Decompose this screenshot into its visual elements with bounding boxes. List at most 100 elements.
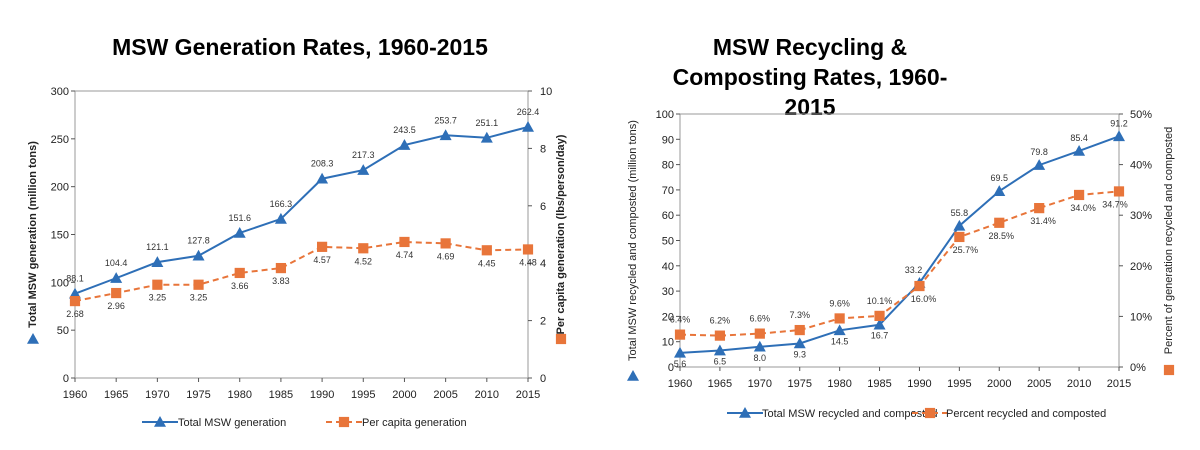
point-1-0-11 — [1113, 130, 1125, 142]
data-label-1-1-8: 28.5% — [989, 231, 1015, 241]
data-label-1-1-5: 10.1% — [867, 296, 893, 306]
legend-marker-1-0 — [739, 407, 751, 418]
data-label-0-0-3: 127.8 — [187, 236, 210, 246]
left-tick-label-0-1: 50 — [57, 325, 69, 337]
data-label-0-0-8: 243.5 — [393, 125, 416, 135]
x-tick-label-0-2: 1970 — [145, 389, 169, 401]
x-tick-label-1-2: 1970 — [748, 378, 772, 390]
point-0-0-1 — [110, 272, 123, 283]
point-0-1-0 — [69, 295, 81, 307]
x-tick-label-1-8: 2000 — [987, 378, 1011, 390]
x-tick-label-1-1: 1965 — [708, 378, 732, 390]
data-label-0-0-10: 251.1 — [476, 118, 499, 128]
point-0-1-5 — [275, 262, 287, 274]
point-1-0-10 — [1073, 144, 1086, 156]
right-tick-label-1-4: 40% — [1130, 160, 1152, 172]
left-tick-label-1-7: 70 — [662, 185, 674, 197]
point-0-0-7 — [357, 164, 370, 175]
point-1-0-4 — [833, 324, 846, 336]
data-label-1-1-2: 6.6% — [750, 314, 771, 324]
data-label-1-0-8: 69.5 — [991, 173, 1009, 183]
data-label-1-1-9: 31.4% — [1030, 216, 1056, 226]
left-axis-marker-icon-0 — [27, 333, 39, 344]
point-1-0-3 — [793, 337, 806, 349]
right-axis-title-1: Percent of generation recycled and compo… — [1163, 127, 1175, 354]
left-tick-label-1-4: 40 — [662, 261, 674, 273]
point-0-1-4 — [234, 267, 245, 279]
x-tick-label-0-11: 2015 — [516, 389, 540, 401]
point-1-0-9 — [1033, 159, 1046, 170]
plot-frame-1 — [679, 113, 1120, 368]
point-0-0-6 — [316, 172, 329, 184]
x-tick-label-1-5: 1985 — [867, 378, 891, 390]
right-tick-label-1-2: 20% — [1130, 261, 1152, 273]
point-0-0-0 — [69, 287, 81, 299]
right-tick-label-1-0: 0% — [1130, 362, 1146, 374]
left-axis-title-0: Total MSW generation (million tons) — [27, 141, 39, 328]
x-tick-label-0-3: 1975 — [186, 389, 210, 401]
x-tick-label-0-8: 2000 — [392, 389, 416, 401]
point-1-1-11 — [1113, 186, 1125, 197]
right-tick-label-0-4: 8 — [540, 143, 546, 155]
left-tick-label-1-5: 50 — [662, 236, 674, 248]
data-label-1-0-5: 16.7 — [871, 331, 889, 341]
x-tick-label-1-10: 2010 — [1067, 378, 1091, 390]
x-tick-label-1-6: 1990 — [907, 378, 931, 390]
point-1-1-10 — [1073, 189, 1085, 201]
legend-label-0-1: Per capita generation — [362, 417, 467, 429]
left-tick-label-1-3: 30 — [662, 286, 674, 298]
point-1-1-7 — [954, 231, 965, 243]
right-tick-label-1-1: 10% — [1130, 311, 1152, 323]
point-0-1-10 — [481, 245, 492, 256]
point-0-1-6 — [316, 241, 328, 252]
point-0-0-5 — [274, 212, 287, 224]
x-tick-label-1-7: 1995 — [947, 378, 971, 390]
data-label-1-0-9: 79.8 — [1030, 147, 1048, 157]
left-tick-label-0-5: 250 — [51, 134, 69, 146]
x-tick-label-0-7: 1995 — [351, 389, 375, 401]
point-1-1-0 — [674, 329, 686, 340]
data-label-1-1-0: 6.4% — [670, 315, 691, 325]
data-label-1-0-6: 33.2 — [905, 265, 923, 275]
point-1-1-3 — [794, 324, 805, 336]
plot-frame-0 — [74, 90, 529, 379]
data-label-1-1-1: 6.2% — [710, 316, 731, 326]
point-1-0-5 — [873, 318, 886, 330]
legend-label-1-1: Percent recycled and composted — [946, 408, 1106, 420]
point-0-1-8 — [399, 236, 410, 248]
x-tick-label-0-1: 1965 — [104, 389, 128, 401]
x-tick-label-0-9: 2005 — [433, 389, 457, 401]
left-tick-label-1-0: 0 — [668, 362, 674, 374]
point-0-0-10 — [480, 131, 493, 143]
right-tick-label-1-5: 50% — [1130, 109, 1152, 121]
point-1-1-2 — [754, 328, 765, 339]
point-0-0-3 — [192, 249, 205, 261]
data-label-1-0-3: 9.3 — [793, 349, 806, 359]
point-1-0-8 — [993, 185, 1006, 196]
left-tick-label-1-9: 90 — [662, 134, 674, 146]
point-1-1-9 — [1034, 203, 1045, 214]
data-label-0-1-4: 3.66 — [231, 281, 249, 291]
data-label-0-0-6: 208.3 — [311, 159, 334, 169]
right-tick-label-0-2: 4 — [540, 258, 546, 270]
point-1-0-7 — [953, 219, 966, 231]
data-label-0-0-1: 104.4 — [105, 258, 128, 268]
left-tick-label-1-10: 100 — [656, 109, 674, 121]
point-1-1-4 — [834, 313, 845, 324]
left-axis-marker-icon-1 — [627, 370, 639, 381]
x-tick-label-0-10: 2010 — [475, 389, 499, 401]
x-tick-label-0-4: 1980 — [227, 389, 251, 401]
data-label-1-0-0: 5.6 — [674, 359, 687, 369]
data-label-0-0-0: 88.1 — [66, 274, 84, 284]
legend-marker-1-1 — [924, 407, 936, 419]
right-axis-title-0: Per capita generation (lbs/person/day) — [555, 134, 567, 334]
data-label-0-0-11: 262.4 — [517, 107, 540, 117]
left-tick-label-0-3: 150 — [51, 230, 69, 242]
left-tick-label-1-8: 80 — [662, 160, 674, 172]
x-tick-label-0-6: 1990 — [310, 389, 334, 401]
data-label-0-0-4: 151.6 — [228, 213, 251, 223]
point-1-1-5 — [874, 310, 885, 321]
data-label-0-1-8: 4.74 — [396, 250, 414, 260]
point-0-1-3 — [193, 279, 204, 290]
